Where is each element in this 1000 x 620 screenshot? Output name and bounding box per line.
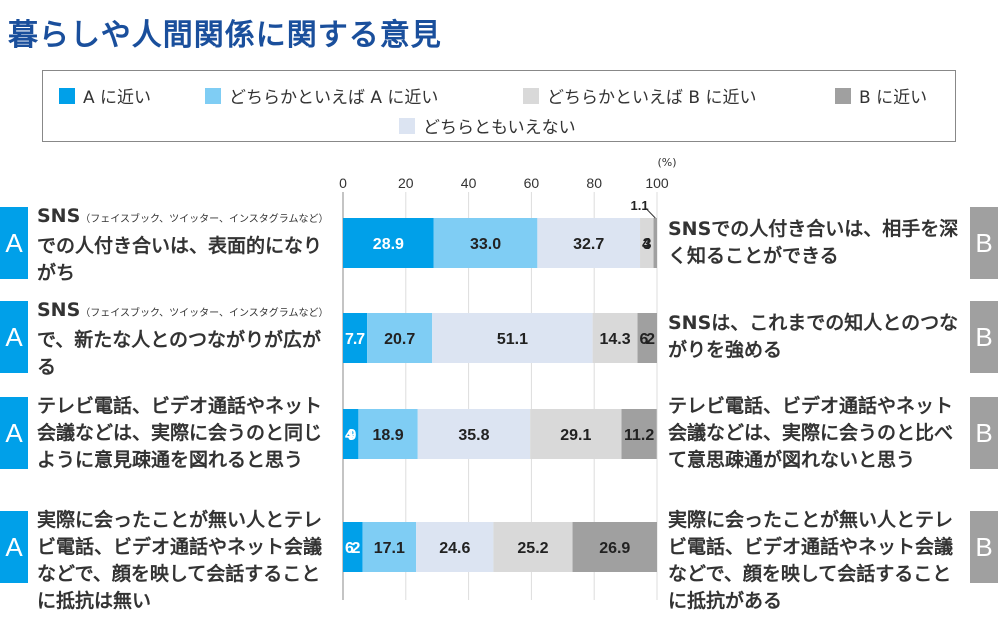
bar-segment (343, 218, 434, 268)
data-label: 6.2 (640, 331, 656, 348)
bar-segment (572, 522, 657, 572)
legend-item-lean-a: どちらかといえば A に近い (205, 83, 438, 108)
legend-item-lean-b: どちらかといえば B に近い (523, 83, 756, 108)
statement-a: 実際に会ったことが無い人とテレビ電話、ビデオ通話やネット会議などで、顔を映して会… (37, 509, 323, 612)
data-label: 35.8 (458, 427, 489, 444)
bar-segment (592, 313, 638, 363)
page-title: 暮らしや人間関係に関する意見 (8, 18, 442, 53)
legend-item-neither: どちらともいえない (399, 113, 576, 138)
data-label: 14.3 (600, 331, 631, 348)
badge-a: A (0, 301, 28, 373)
statement-b: SNSは、これまでの知人とのつながりを強める (668, 312, 959, 361)
tick-label: 100 (645, 175, 669, 191)
data-label: 28.9 (373, 236, 404, 253)
bar-segment (537, 218, 641, 268)
data-label: 7.7 (345, 331, 365, 348)
data-label: 33.0 (470, 236, 501, 253)
data-label: 29.1 (560, 427, 591, 444)
bar-segment (367, 313, 433, 363)
bar-segment (621, 409, 657, 459)
badge-b: B (970, 207, 998, 279)
bar-segment (343, 409, 359, 459)
bar-segment (640, 218, 654, 268)
bar-segment (416, 522, 494, 572)
bar-segment (343, 313, 368, 363)
bar-segment (343, 522, 363, 572)
bar-segment (493, 522, 573, 572)
legend-item-b: B に近い (835, 83, 927, 108)
badge-b: B (970, 511, 998, 583)
data-label: 18.9 (372, 427, 403, 444)
leader-line (645, 207, 656, 219)
legend-item-a: A に近い (59, 83, 151, 108)
bar-segment (432, 313, 593, 363)
bar-segment (358, 409, 418, 459)
statement-a: SNS（フェイスブック、ツイッター、インスタグラムなど）での人付き合いは、表面的… (37, 205, 329, 284)
legend: A に近い どちらかといえば A に近い どちらかといえば B に近い B に近… (42, 70, 956, 142)
data-label: 24.6 (439, 540, 470, 557)
data-label: 1.1 (631, 198, 649, 213)
badge-a: A (0, 397, 28, 469)
data-label: 4.3 (642, 236, 652, 253)
data-label: 51.1 (497, 331, 528, 348)
statement-a: SNS（フェイスブック、ツイッター、インスタグラムなど）で、新たな人とのつながり… (37, 299, 329, 378)
data-label: 26.9 (599, 540, 630, 557)
tick-label: 80 (586, 175, 602, 191)
bar-segment (433, 218, 538, 268)
tick-label: 60 (524, 175, 540, 191)
tick-label: 20 (398, 175, 414, 191)
badge-a: A (0, 511, 28, 583)
data-label: 17.1 (374, 540, 405, 557)
statement-b: テレビ電話、ビデオ通話やネット会議などは、実際に会うのと比べて意思疎通が図れない… (668, 395, 954, 471)
bar-segment (417, 409, 531, 459)
data-label: 6.2 (345, 540, 361, 557)
data-label: 25.2 (517, 540, 548, 557)
bar-segment (637, 313, 657, 363)
bar-segment (362, 522, 417, 572)
statement-a: テレビ電話、ビデオ通話やネット会議などは、実際に会うのと同じように意見疎通を図れ… (37, 395, 323, 471)
bar-segment (653, 218, 657, 268)
statement-b: 実際に会ったことが無い人とテレビ電話、ビデオ通話やネット会議などで、顔を映して会… (668, 509, 954, 612)
data-label: 32.7 (573, 236, 604, 253)
badge-b: B (970, 397, 998, 469)
bar-segment (530, 409, 622, 459)
unit-label: (%) (657, 156, 676, 169)
statement-b: SNSでの人付き合いは、相手を深く知ることができる (668, 218, 959, 267)
badge-a: A (0, 207, 28, 279)
data-label: 4.9 (345, 427, 356, 444)
tick-label: 40 (461, 175, 477, 191)
data-label: 20.7 (384, 331, 415, 348)
data-label: 11.2 (624, 427, 654, 444)
tick-label: 0 (339, 175, 347, 191)
badge-b: B (970, 301, 998, 373)
